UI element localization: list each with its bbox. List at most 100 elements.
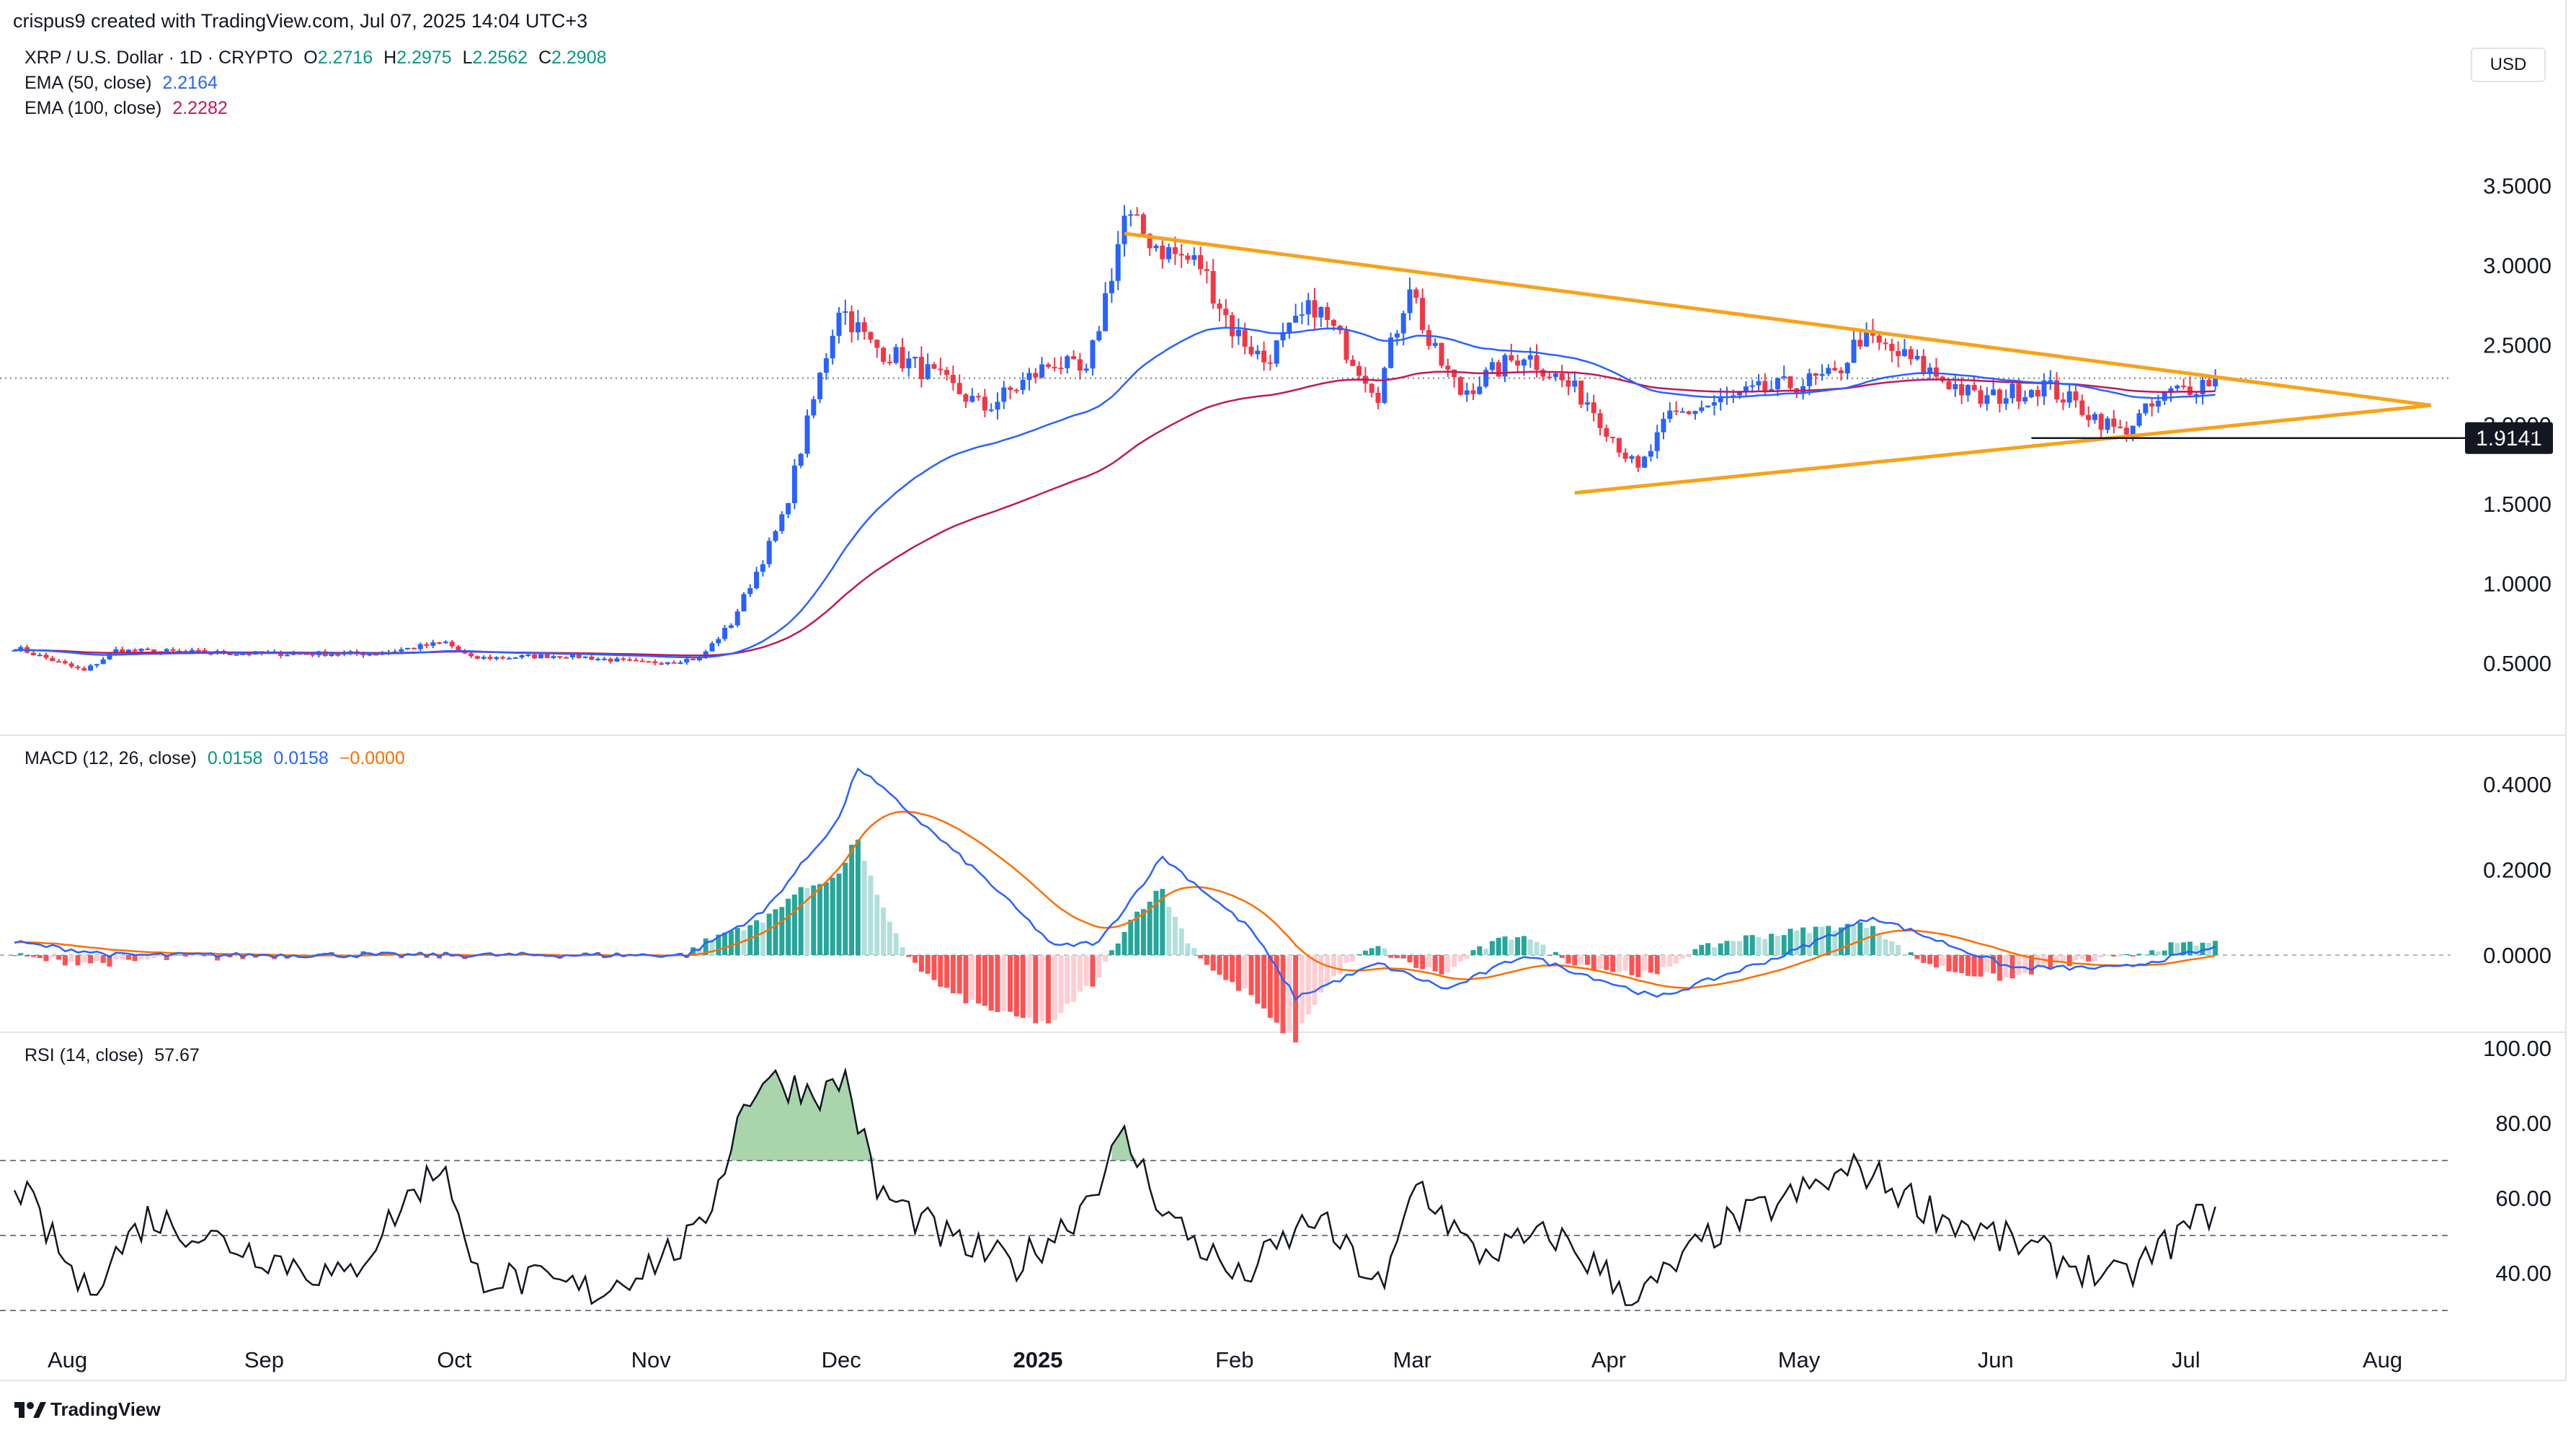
candle-body	[2060, 399, 2066, 403]
macd-hist-bar	[760, 923, 765, 955]
tradingview-icon	[14, 1401, 46, 1418]
candle	[519, 654, 525, 660]
macd-hist-bar	[2200, 942, 2206, 955]
macd-hist-bar	[1597, 955, 1603, 970]
candle-body	[120, 649, 125, 653]
candle-body	[2009, 383, 2015, 399]
candle-body	[817, 373, 823, 399]
candle-body	[1622, 452, 1628, 459]
symbol-title: XRP / U.S. Dollar · 1D · CRYPTO	[25, 48, 293, 68]
macd-hist-bar	[1762, 939, 1768, 955]
candle	[1667, 402, 1673, 423]
macd-hist-bar	[1122, 932, 1127, 955]
candle-body	[1889, 343, 1895, 351]
macd-hist-bar	[1388, 955, 1394, 958]
candle-body	[2016, 383, 2022, 402]
candle	[836, 307, 842, 344]
macd-hist-bar	[1369, 948, 1374, 955]
macd-hist-bar	[716, 934, 721, 955]
candle	[652, 659, 658, 666]
candle-body	[1356, 365, 1362, 376]
candle-body	[1413, 289, 1419, 298]
candle	[1407, 277, 1413, 321]
candle-body	[1705, 405, 1711, 408]
macd-hist-bar	[1540, 944, 1546, 955]
candle-body	[741, 594, 747, 612]
candle-body	[627, 659, 633, 661]
candle	[582, 656, 588, 659]
candle-body	[804, 415, 810, 454]
candle	[557, 655, 563, 660]
candle	[1140, 212, 1146, 236]
candle-body	[855, 322, 861, 332]
x-tick-label: 2025	[1013, 1347, 1063, 1372]
candle-body	[931, 364, 937, 369]
macd-hist-bar	[747, 925, 753, 955]
macd-hist-bar	[62, 955, 68, 966]
candle-body	[443, 642, 448, 644]
candle-body	[2092, 414, 2097, 420]
rsi-pane	[0, 1067, 2451, 1311]
macd-legend: MACD (12, 26, close) 0.0158 0.0158 −0.00…	[25, 748, 411, 769]
candle-body	[303, 653, 309, 655]
candle-body	[1287, 322, 1292, 332]
macd-hist-bar	[2022, 955, 2028, 973]
candle	[100, 657, 106, 665]
candle-body	[2213, 378, 2219, 386]
candle	[1610, 436, 1616, 443]
candle-body	[132, 649, 138, 652]
macd-hist-bar	[25, 955, 30, 957]
macd-hist-bar	[1248, 955, 1254, 995]
candle-body	[405, 647, 411, 649]
candle-body	[50, 657, 55, 662]
ohlc-high: H2.2975	[383, 48, 452, 68]
candle-body	[2054, 380, 2060, 400]
candle	[1844, 362, 1850, 380]
macd-hist-bar	[2016, 955, 2022, 975]
candle-body	[189, 649, 195, 652]
macd-hist-bar	[2035, 955, 2040, 967]
candle-body	[1515, 360, 1521, 366]
candle	[1515, 355, 1521, 373]
candle	[2181, 378, 2187, 390]
macd-hist-bar	[94, 955, 99, 961]
candle-body	[779, 514, 785, 531]
macd-hist-bar	[1819, 926, 1825, 955]
candle-body	[2105, 418, 2110, 430]
candle-body	[2181, 385, 2187, 387]
ema50-label: EMA (50, close)	[25, 73, 152, 93]
candle-body	[1876, 335, 1882, 343]
candle-body	[1090, 340, 1096, 369]
candle	[405, 647, 411, 650]
macd-hist-bar	[766, 913, 772, 955]
candle	[614, 657, 620, 662]
candle-body	[1172, 247, 1178, 254]
candle	[766, 537, 772, 568]
candle	[804, 409, 810, 458]
candle-body	[944, 370, 950, 376]
macd-hist-bar	[1255, 955, 1261, 1004]
candle-body	[500, 657, 506, 659]
macd-hist-bar	[849, 844, 855, 955]
macd-hist-bar	[1103, 955, 1109, 962]
macd-hist-bar	[1045, 955, 1051, 1024]
candle	[1597, 409, 1603, 435]
macd-hist-bar	[1648, 955, 1653, 973]
currency-button[interactable]: USD	[2471, 48, 2546, 82]
candle	[1743, 381, 1749, 397]
candle	[195, 647, 201, 652]
candle	[830, 329, 835, 365]
candle-body	[1305, 300, 1311, 315]
candle-body	[456, 646, 461, 651]
candle-body	[1255, 350, 1261, 355]
candle-body	[1375, 392, 1381, 403]
macd-hist-bar	[1204, 955, 1209, 965]
macd-hist-bar	[1743, 935, 1749, 955]
macd-hist-bar	[1692, 949, 1698, 955]
macd-hist-bar	[2155, 951, 2161, 955]
candle-body	[195, 649, 201, 652]
macd-hist-bar	[918, 955, 924, 972]
candle-body	[912, 357, 918, 359]
tradingview-logo[interactable]: TradingView	[14, 1398, 161, 1421]
